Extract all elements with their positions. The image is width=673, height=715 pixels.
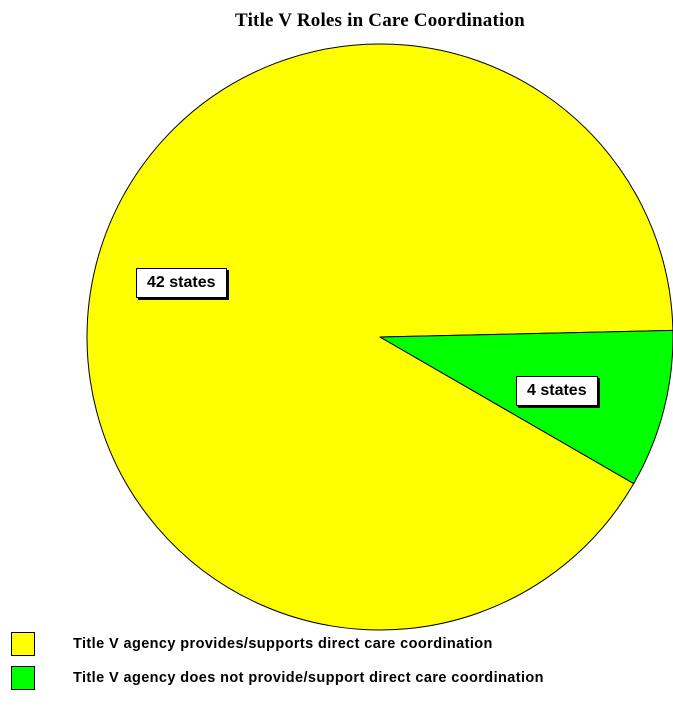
chart-title: Title V Roles in Care Coordination <box>235 10 525 31</box>
legend-item-does-not-provide: Title V agency does not provide/support … <box>11 661 544 695</box>
pie-slices <box>86 43 673 631</box>
legend-label-does-not-provide: Title V agency does not provide/support … <box>73 670 544 686</box>
legend-item-provides: Title V agency provides/supports direct … <box>11 627 544 661</box>
legend-label-provides: Title V agency provides/supports direct … <box>73 636 493 652</box>
slice-label-4-states: 4 states <box>516 376 598 406</box>
legend-swatch-green <box>11 666 35 690</box>
legend: Title V agency provides/supports direct … <box>11 627 544 695</box>
legend-swatch-yellow <box>11 632 35 656</box>
slice-label-42-states: 42 states <box>136 268 227 298</box>
